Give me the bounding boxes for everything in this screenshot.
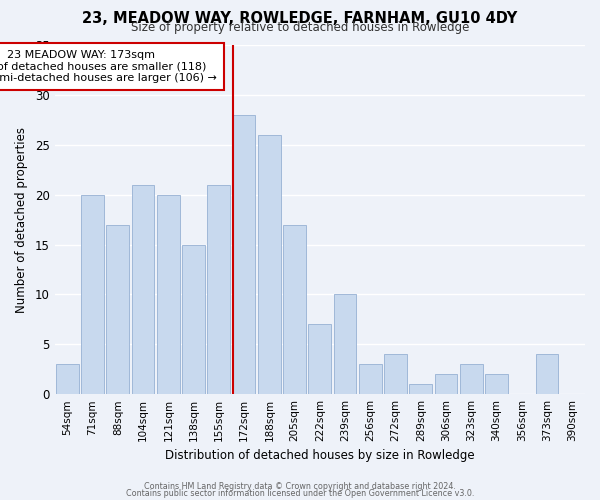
Bar [81,194,104,394]
Text: Contains public sector information licensed under the Open Government Licence v3: Contains public sector information licen… [126,488,474,498]
Bar [233,115,256,394]
Bar [308,324,331,394]
Bar [157,194,179,394]
Text: 23, MEADOW WAY, ROWLEDGE, FARNHAM, GU10 4DY: 23, MEADOW WAY, ROWLEDGE, FARNHAM, GU10 … [82,11,518,26]
Bar [359,364,382,394]
Bar [460,364,483,394]
Text: Contains HM Land Registry data © Crown copyright and database right 2024.: Contains HM Land Registry data © Crown c… [144,482,456,491]
Text: 23 MEADOW WAY: 173sqm
← 53% of detached houses are smaller (118)
47% of semi-det: 23 MEADOW WAY: 173sqm ← 53% of detached … [0,50,217,83]
Bar [485,374,508,394]
Bar [106,224,129,394]
Bar [182,244,205,394]
Bar [435,374,457,394]
Bar [283,224,306,394]
Bar [409,384,432,394]
Bar [536,354,559,394]
Bar [132,184,154,394]
Text: Size of property relative to detached houses in Rowledge: Size of property relative to detached ho… [131,22,469,35]
Bar [334,294,356,394]
Bar [384,354,407,394]
X-axis label: Distribution of detached houses by size in Rowledge: Distribution of detached houses by size … [165,450,475,462]
Bar [258,135,281,394]
Y-axis label: Number of detached properties: Number of detached properties [15,126,28,312]
Bar [208,184,230,394]
Bar [56,364,79,394]
